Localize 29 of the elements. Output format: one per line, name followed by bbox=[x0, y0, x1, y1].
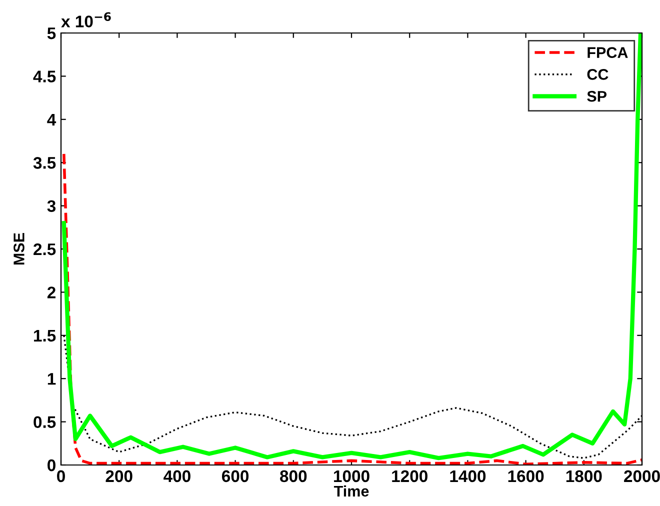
y-tick-label: 1 bbox=[48, 373, 56, 385]
x-tick-label: 600 bbox=[222, 470, 249, 482]
text: x 10$^{−6}$ bbox=[61, 12, 111, 28]
x-tick-label: 2000 bbox=[624, 470, 660, 482]
legend-label: CC bbox=[587, 69, 608, 80]
y-tick-label: 3 bbox=[47, 200, 56, 212]
y-tick-label: 4.5 bbox=[33, 70, 56, 82]
y-tick-label: 2.5 bbox=[34, 243, 56, 256]
x-tick-label: 200 bbox=[106, 470, 132, 482]
line-series bbox=[62, 152, 642, 465]
y-tick-label: 0.5 bbox=[34, 416, 56, 428]
y-axis-title: MSE bbox=[14, 233, 24, 265]
x-tick-label: 1800 bbox=[566, 470, 602, 482]
x-axis-title: Time bbox=[334, 485, 369, 497]
x-tick-label: 800 bbox=[280, 470, 307, 482]
legend-label: FPCA bbox=[588, 47, 628, 58]
y-tick-label: 4 bbox=[47, 114, 56, 126]
legend-label: SP bbox=[587, 90, 607, 102]
x-tick-label: 1000 bbox=[334, 470, 370, 482]
y-tick-label: 2 bbox=[47, 286, 56, 298]
x-tick-label: 1200 bbox=[392, 470, 428, 482]
x-tick-label: 0 bbox=[57, 470, 65, 482]
x-tick-label: 1400 bbox=[450, 470, 486, 482]
x-tick-label: 1600 bbox=[508, 470, 544, 482]
y-tick-label: 3.5 bbox=[33, 157, 56, 169]
y-tick-label: 1.5 bbox=[34, 330, 56, 342]
x-tick-label: 400 bbox=[164, 470, 190, 482]
y-tick-label: 0 bbox=[48, 459, 56, 472]
y-tick-label: 5 bbox=[47, 28, 56, 40]
